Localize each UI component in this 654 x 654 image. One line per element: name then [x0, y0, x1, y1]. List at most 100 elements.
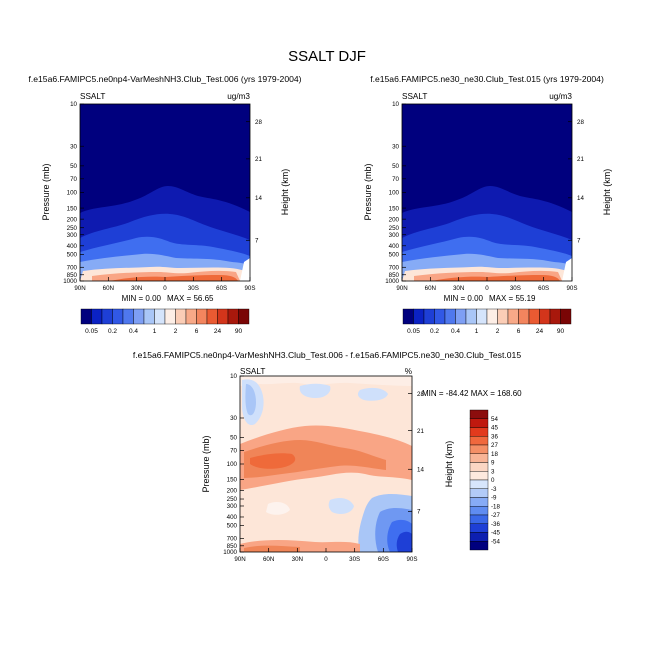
colorbar-swatch — [469, 453, 489, 463]
colorbar-swatch — [469, 444, 489, 454]
main-title: SSALT DJF — [288, 48, 366, 65]
colorbar-swatch — [469, 418, 489, 428]
x-axis: 90N 60N 30N 0 30S 60S 90S — [74, 277, 256, 292]
colorbar-swatch — [507, 308, 519, 325]
colorbar-swatch — [469, 436, 489, 446]
colorbar-label: -18 — [491, 503, 501, 510]
colorbar-swatch — [469, 523, 489, 533]
y-tick-label: 850 — [389, 272, 400, 279]
colorbar-swatch — [154, 308, 166, 325]
colorbar-label: 0.4 — [451, 328, 460, 335]
y-tick-label: 700 — [227, 536, 238, 543]
y-axis-right-title: Height (km) — [602, 169, 612, 216]
colorbar-swatch — [91, 308, 103, 325]
units-label: ug/m3 — [549, 92, 572, 101]
y-tick-label: 250 — [67, 225, 78, 232]
colorbar-swatch — [112, 308, 124, 325]
colorbar-swatch — [469, 514, 489, 524]
y-right-tick-label: 7 — [417, 509, 421, 516]
colorbar-swatch — [549, 308, 561, 325]
y-right-tick-label: 21 — [577, 156, 584, 163]
colorbar-label: 90 — [557, 328, 565, 335]
colorbar-label: 90 — [235, 328, 243, 335]
colorbar-swatch — [143, 308, 155, 325]
colorbar: 0.05 0.2 0.4 1 2 6 24 90 — [402, 308, 572, 335]
x-tick-label: 60N — [425, 285, 436, 292]
y-axis-title: Pressure (mb) — [201, 435, 211, 492]
y-tick-label: 70 — [230, 448, 237, 455]
x-tick-label: 0 — [163, 285, 167, 292]
units-label: % — [405, 367, 412, 376]
y-tick-label: 30 — [70, 143, 77, 150]
y-tick-label: 850 — [227, 543, 238, 550]
colorbar-label: 6 — [517, 328, 521, 335]
colorbar-swatch — [469, 471, 489, 481]
colorbar-label: 1 — [475, 328, 479, 335]
y-tick-label: 700 — [67, 264, 78, 271]
colorbar-swatch — [469, 541, 489, 551]
x-tick-label: 30N — [292, 556, 303, 563]
colorbar-swatch — [423, 308, 435, 325]
x-tick-label: 60S — [378, 556, 389, 563]
y-tick-label: 400 — [67, 243, 78, 250]
colorbar-label: 54 — [491, 416, 498, 423]
y-tick-label: 50 — [392, 163, 399, 170]
y-tick-label: 200 — [227, 488, 238, 495]
colorbar-label: -27 — [491, 512, 501, 519]
colorbar-swatch — [465, 308, 477, 325]
colorbar-label: -45 — [491, 530, 501, 537]
min-max-label: MIN = -84.42 MAX = 168.60 — [422, 389, 522, 398]
x-tick-label: 0 — [485, 285, 489, 292]
colorbar-swatch — [185, 308, 197, 325]
colorbar-label: 0.4 — [129, 328, 138, 335]
colorbar-swatch — [413, 308, 425, 325]
y-tick-label: 150 — [389, 205, 400, 212]
x-tick-label: 60S — [538, 285, 549, 292]
x-tick-label: 90N — [234, 556, 245, 563]
colorbar: 0.05 0.2 0.4 1 2 6 24 90 — [80, 308, 250, 335]
x-axis: 90N 60N 30N 0 30S 60S 90S — [396, 277, 578, 292]
x-tick-label: 30S — [349, 556, 360, 563]
y-right-tick-label: 28 — [255, 119, 262, 126]
y-right-tick-label: 28 — [417, 391, 424, 398]
y-tick-label: 10 — [392, 101, 399, 108]
y-axis-title: Pressure (mb) — [41, 163, 51, 220]
x-tick-label: 90S — [244, 285, 255, 292]
y-tick-label: 250 — [227, 496, 238, 503]
colorbar-swatch — [122, 308, 134, 325]
colorbar-label: 24 — [536, 328, 544, 335]
contour-field — [402, 104, 572, 281]
colorbar-label: 3 — [491, 468, 495, 475]
y-tick-label: 300 — [227, 503, 238, 510]
panel-model-varmesh: f.e15a6.FAMIPC5.ne0np4-VarMeshNH3.Club_T… — [28, 74, 301, 335]
y-tick-label: 30 — [392, 143, 399, 150]
x-tick-label: 0 — [324, 556, 328, 563]
x-tick-label: 30N — [131, 285, 142, 292]
y-right-tick-label: 14 — [577, 195, 584, 202]
colorbar-swatch — [469, 427, 489, 437]
y-tick-label: 150 — [227, 477, 238, 484]
colorbar-label: -36 — [491, 521, 501, 528]
colorbar-swatch — [402, 308, 414, 325]
variable-label: SSALT — [80, 92, 105, 101]
colorbar-swatch — [469, 462, 489, 472]
y-tick-label: 1000 — [385, 278, 399, 285]
y-tick-label: 400 — [389, 243, 400, 250]
colorbar-label: 6 — [195, 328, 199, 335]
y-tick-label: 500 — [67, 252, 78, 259]
colorbar-label: 36 — [491, 433, 498, 440]
y-tick-label: 70 — [70, 176, 77, 183]
contour-field — [240, 376, 412, 552]
colorbar-swatch — [196, 308, 208, 325]
colorbar-swatch — [227, 308, 239, 325]
y-tick-label: 100 — [389, 190, 400, 197]
y-right-tick-label: 21 — [255, 156, 262, 163]
y-right-tick-label: 28 — [577, 119, 584, 126]
y-tick-label: 100 — [227, 461, 238, 468]
y-axis-right: 28 21 14 7 — [246, 119, 262, 244]
y-axis-right: 28 21 14 7 — [568, 119, 584, 244]
colorbar-swatch — [528, 308, 540, 325]
